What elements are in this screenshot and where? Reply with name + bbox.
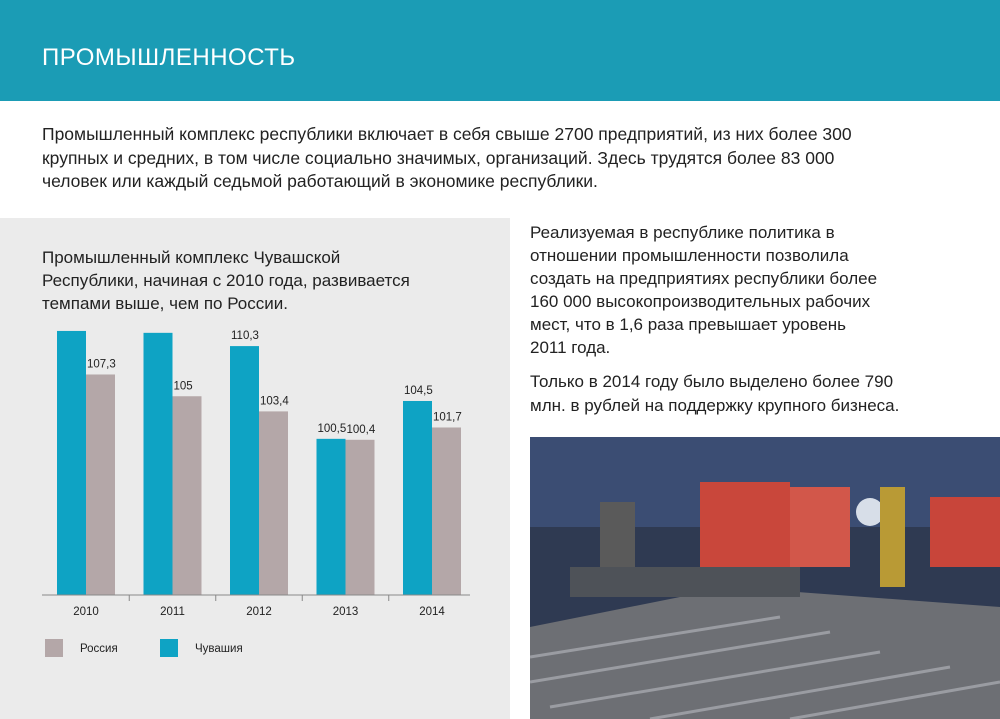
x-tick-label: 2012	[246, 606, 272, 618]
header: ПРОМЫШЛЕННОСТЬ	[0, 0, 1000, 101]
text-line: крупных и средних, в том числе социально…	[42, 147, 835, 168]
right-text-2: Только в 2014 году было выделено более 7…	[530, 370, 899, 417]
text-line: Реализуемая в республике политика в	[530, 223, 835, 242]
text-line: 2011 года.	[530, 338, 611, 357]
bar	[230, 346, 259, 595]
value-label: 105	[174, 380, 193, 392]
text-line: мест, что в 1,6 раза превышает уровень	[530, 315, 847, 334]
value-label: 107,3	[87, 358, 116, 370]
value-label: 100,5	[318, 423, 347, 435]
x-tick-label: 2013	[333, 606, 359, 618]
text-line: Промышленный комплекс республики включае…	[42, 124, 852, 144]
text-line: темпами выше, чем по России.	[42, 294, 288, 313]
text-line: отношении промышленности позволила	[530, 246, 849, 265]
bar	[259, 411, 288, 595]
chart: 111,9107,32010111,71052011110,3103,42012…	[42, 330, 470, 657]
bar	[403, 400, 432, 595]
bar	[57, 330, 86, 595]
value-label: 101,7	[433, 411, 462, 423]
right-text: Реализуемая в республике политика в отнош…	[530, 221, 877, 359]
left-text: Промышленный комплекс Чувашской Республик…	[42, 246, 410, 315]
value-label: 110,3	[231, 330, 259, 342]
text-line: человек или каждый седьмой работающий в …	[42, 171, 598, 191]
bar	[316, 438, 346, 595]
legend-label: Россия	[80, 643, 118, 655]
text-line: Только в 2014 году было выделено более 7…	[530, 372, 894, 391]
text-line: Промышленный комплекс Чувашской	[42, 248, 341, 267]
bar	[432, 427, 461, 595]
intro: Промышленный комплекс республики включае…	[42, 123, 852, 194]
x-tick-label: 2014	[419, 606, 445, 618]
text-line: Республики, начиная с 2010 года, развива…	[42, 271, 410, 290]
bar	[86, 374, 115, 595]
bar	[172, 396, 202, 595]
bar	[345, 439, 375, 595]
x-tick-label: 2010	[73, 606, 99, 618]
text-line: 160 000 высокопроизводительных рабочих	[530, 292, 871, 311]
text-line: млн. в рублей на поддержку крупного бизн…	[530, 395, 900, 415]
x-tick-label: 2011	[160, 606, 185, 618]
photo	[530, 437, 1000, 719]
legend-swatch	[160, 639, 178, 657]
value-label: 104,5	[404, 385, 433, 397]
legend-swatch	[45, 639, 63, 657]
text-line: создать на предприятиях республики более	[530, 269, 878, 288]
value-label: 100,4	[347, 424, 376, 436]
bar	[143, 332, 173, 595]
value-label: 103,4	[260, 395, 289, 407]
legend-label: Чувашия	[195, 643, 243, 655]
title: ПРОМЫШЛЕННОСТЬ	[42, 44, 296, 71]
